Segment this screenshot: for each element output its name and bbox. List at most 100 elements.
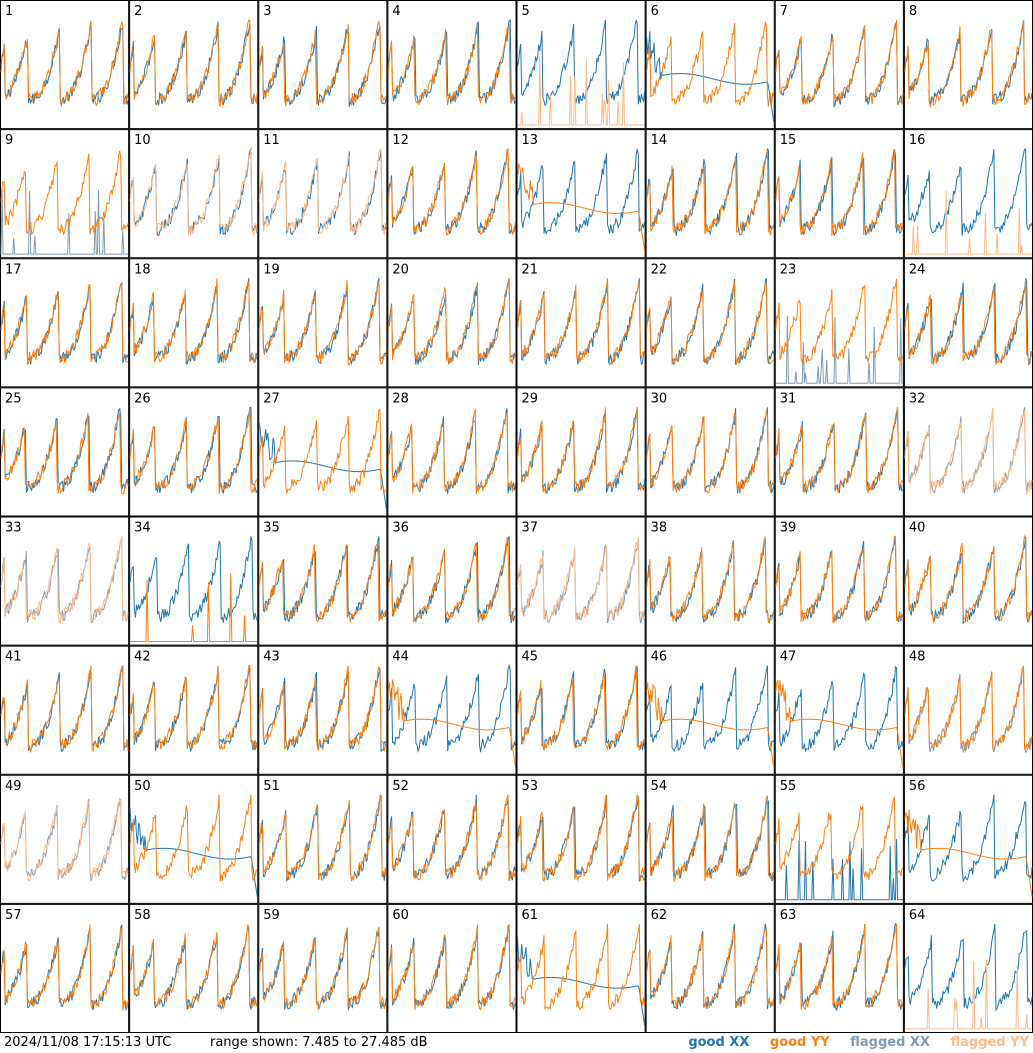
panel-39: 39: [774, 516, 904, 646]
panel-frame: [258, 129, 388, 259]
panel-frame: [774, 903, 904, 1033]
panel-63: 63: [774, 903, 904, 1033]
series-xx: [904, 148, 1033, 236]
panel-13: 13: [516, 129, 646, 259]
panel-47: 47: [774, 645, 904, 775]
series-yy: [129, 407, 258, 494]
panel-label: 19: [263, 262, 280, 277]
panel-label: 31: [780, 391, 797, 406]
panel-label: 47: [780, 650, 797, 665]
series-yy: [646, 410, 775, 494]
series-xx: [129, 807, 258, 897]
panel-frame: [516, 903, 646, 1033]
panel-label: 44: [392, 650, 409, 665]
panel-label: 24: [909, 262, 926, 277]
panel-frame: [0, 129, 130, 259]
series-yy: [387, 147, 516, 236]
panel-label: 56: [909, 779, 926, 794]
panel-frame: [645, 387, 775, 517]
panel-31: 31: [774, 387, 904, 517]
panel-11: 11: [258, 129, 388, 259]
panel-64: 64: [903, 903, 1033, 1033]
series-yy: [258, 148, 387, 235]
panel-30: 30: [645, 387, 775, 517]
panel-frame: [129, 129, 259, 259]
series-xx: [0, 189, 129, 255]
series-xx: [0, 281, 129, 365]
series-yy: [387, 679, 516, 768]
series-xx: [646, 31, 775, 122]
panel-label: 30: [651, 391, 668, 406]
panel-frame: [516, 516, 646, 646]
panel-frame: [645, 258, 775, 388]
panel-label: 46: [651, 650, 668, 665]
legend: good XX good YY flagged XX flagged YY: [672, 1033, 1029, 1053]
legend-flagged-xx: flagged XX: [850, 1035, 930, 1050]
series-yy: [517, 536, 646, 622]
panel-23: 23: [774, 258, 904, 388]
footer-bar: 2024/11/08 17:15:13 UTC range shown: 7.4…: [0, 1033, 1033, 1053]
panel-frame: [0, 516, 130, 646]
panel-frame: [774, 258, 904, 388]
panel-label: 18: [134, 262, 151, 277]
series-yy: [775, 536, 904, 624]
series-xx: [646, 800, 775, 882]
series-yy: [129, 19, 258, 107]
panel-50: 50: [129, 774, 259, 904]
series-yy: [0, 283, 129, 365]
series-yy: [129, 149, 258, 238]
panel-25: 25: [0, 387, 130, 517]
series-xx: [646, 665, 775, 753]
panel-24: 24: [903, 258, 1033, 388]
series-yy: [646, 536, 775, 623]
panel-label: 4: [392, 4, 400, 19]
series-yy: [904, 534, 1033, 624]
series-yy: [258, 408, 387, 495]
series-xx: [646, 147, 774, 237]
series-yy: [775, 150, 904, 236]
panel-frame: [903, 129, 1033, 259]
panel-53: 53: [516, 774, 646, 904]
panel-frame: [129, 645, 259, 775]
legend-good-xx: good XX: [688, 1035, 750, 1050]
panel-55: 55: [774, 774, 904, 904]
panel-29: 29: [516, 387, 646, 517]
panel-frame: [387, 903, 517, 1033]
panel-frame: [387, 774, 517, 904]
panel-16: 16: [903, 129, 1033, 259]
series-xx: [129, 536, 258, 623]
panel-9: 9: [0, 129, 130, 259]
panel-frame: [903, 258, 1033, 388]
panel-label: 50: [134, 779, 151, 794]
panel-frame: [774, 516, 904, 646]
panel-label: 21: [522, 262, 539, 277]
series-yy: [517, 665, 645, 752]
series-xx: [388, 536, 516, 624]
range-label: range shown: 7.485 to 27.485 dB: [210, 1035, 428, 1050]
panel-frame: [774, 129, 904, 259]
series-yy: [517, 278, 646, 367]
panel-frame: [129, 387, 259, 517]
series-yy: [387, 24, 516, 106]
panel-frame: [258, 903, 388, 1033]
series-yy: [775, 278, 904, 364]
panel-frame: [516, 387, 646, 517]
panel-frame: [903, 516, 1033, 646]
panel-40: 40: [903, 516, 1033, 646]
panel-41: 41: [0, 645, 130, 775]
series-yy: [0, 665, 129, 753]
panel-label: 23: [780, 262, 797, 277]
panel-label: 48: [909, 650, 926, 665]
panel-label: 55: [780, 779, 797, 794]
series-xx: [775, 839, 903, 901]
panel-label: 45: [522, 650, 539, 665]
panel-42: 42: [129, 645, 259, 775]
series-yy: [904, 278, 1033, 366]
panel-label: 32: [909, 391, 926, 406]
panel-label: 35: [263, 521, 280, 536]
series-yy: [646, 928, 775, 1009]
panel-27: 27: [258, 387, 388, 517]
panel-label: 17: [5, 262, 22, 277]
series-yy: [387, 794, 516, 882]
